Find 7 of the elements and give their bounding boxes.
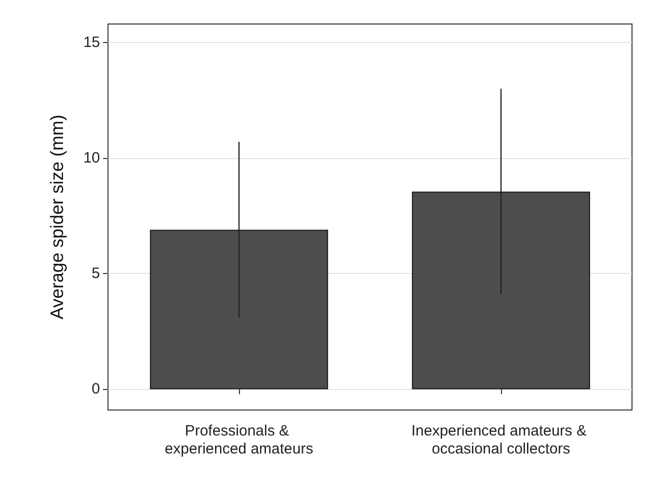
y-tick-label: 10 [83,150,100,167]
y-tick-label: 5 [92,265,100,282]
y-tick-label: 0 [92,380,100,398]
y-axis-title: Average spider size (mm) [47,114,67,320]
x-tick-label: Inexperienced amateurs & occasional collectors [411,422,591,458]
x-tick-label: Professionals & experienced amateurs [164,422,314,458]
y-tick-label: 15 [83,34,100,51]
